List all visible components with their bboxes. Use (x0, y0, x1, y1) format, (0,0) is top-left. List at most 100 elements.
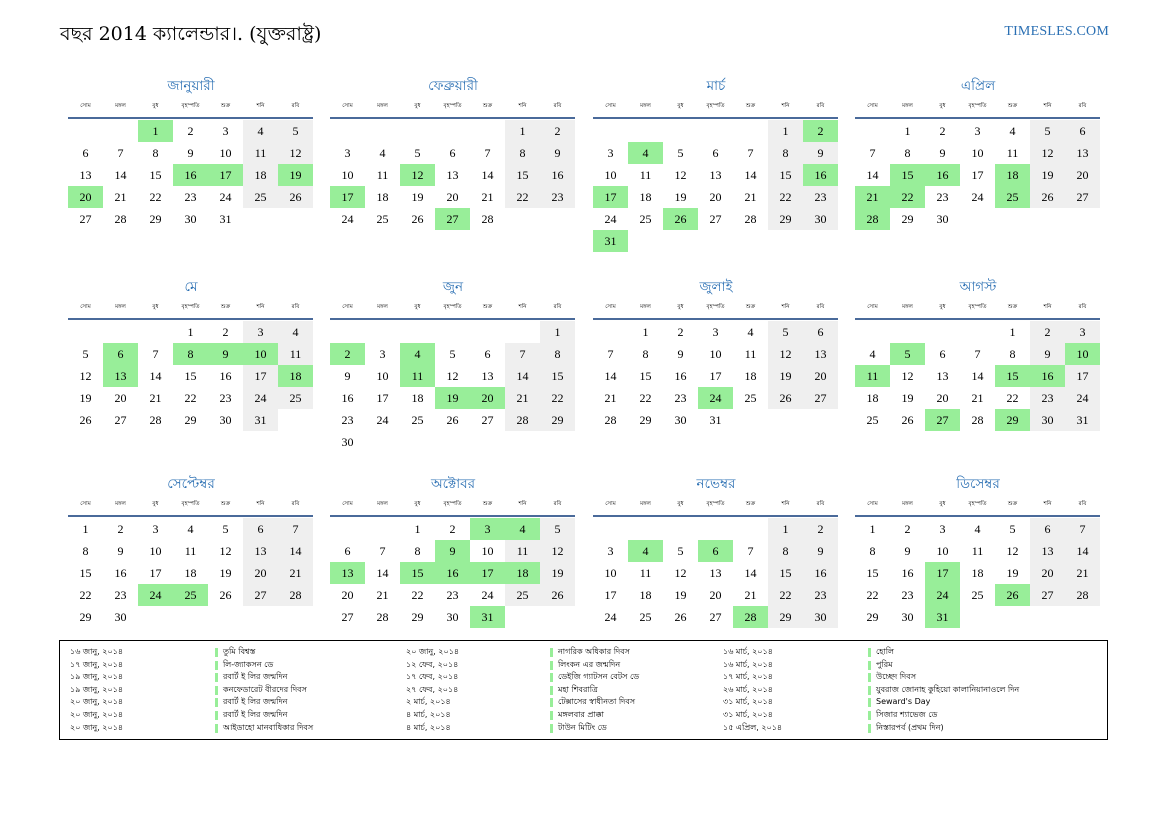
day-cell: 4 (869, 347, 876, 361)
weekday-label: সোম (605, 304, 616, 310)
holiday-marker (215, 698, 218, 708)
weekday-label: রবি (1078, 501, 1087, 507)
holiday-day-cell: 16 (925, 164, 960, 186)
day-cell: 21 (481, 190, 494, 204)
day-cell: 1 (414, 522, 421, 536)
day-cell: 31 (243, 409, 278, 431)
day-cell: 18 (411, 391, 424, 405)
day-cell: 16 (219, 369, 232, 383)
weekday-label: মঙ্গল (902, 304, 913, 310)
month-name: জুন (442, 279, 464, 295)
day-cell: 7 (379, 544, 386, 558)
holiday-day-cell: 10 (1065, 343, 1100, 365)
day-cell: 8 (505, 142, 540, 164)
day-cell: 9 (117, 544, 124, 558)
holiday-day-cell: 10 (243, 343, 278, 365)
holiday-day-cell: 24 (925, 584, 960, 606)
holiday-name: লি-জ্যাকসন ডে (223, 659, 274, 669)
day-cell: 20 (803, 365, 838, 387)
day-cell: 2 (117, 522, 124, 536)
day-cell: 15 (768, 562, 803, 584)
day-cell: 2 (939, 124, 946, 138)
day-cell: 11 (505, 540, 540, 562)
day-cell: 16 (803, 562, 838, 584)
weekday-label: বুধ (152, 304, 159, 310)
day-cell: 6 (344, 544, 351, 558)
holiday-date: ২০ জানু, ২০১৪ (70, 722, 124, 732)
day-cell: 25 (376, 212, 389, 226)
holiday-day-cell: 28 (733, 606, 768, 628)
day-cell: 18 (376, 190, 389, 204)
holiday-day-cell: 15 (400, 562, 435, 584)
weekday-label: রবি (816, 501, 825, 507)
day-cell: 1 (869, 522, 876, 536)
weekday-label: মঙ্গল (640, 304, 651, 310)
day-cell: 20 (446, 190, 459, 204)
day-cell: 17 (604, 588, 617, 602)
day-cell: 22 (768, 186, 803, 208)
day-cell: 10 (709, 347, 722, 361)
day-cell: 3 (152, 522, 159, 536)
holiday-date: ১৬ জানু, ২০১৪ (70, 647, 124, 656)
day-cell: 29 (79, 610, 92, 624)
day-cell: 17 (376, 391, 389, 405)
day-cell: 25 (866, 413, 879, 427)
day-cell: 3 (712, 325, 719, 339)
day-cell: 8 (768, 142, 803, 164)
month-name: ডিসেম্বর (956, 476, 1000, 492)
holiday-marker (868, 648, 871, 657)
day-cell: 18 (184, 566, 197, 580)
day-cell: 3 (222, 124, 229, 138)
day-cell: 12 (1030, 142, 1065, 164)
day-cell: 29 (639, 413, 652, 427)
day-cell: 20 (1065, 164, 1100, 186)
weekday-label: শনি (256, 103, 265, 109)
holiday-name: মহা শিবরাত্রি (558, 684, 598, 694)
day-cell: 8 (414, 544, 421, 558)
day-cell: 18 (639, 190, 652, 204)
day-cell: 22 (768, 584, 803, 606)
day-cell: 22 (639, 391, 652, 405)
day-cell: 14 (114, 168, 127, 182)
day-cell: 7 (152, 347, 159, 361)
day-cell: 3 (379, 347, 386, 361)
day-cell: 3 (607, 544, 614, 558)
weekday-label: শনি (256, 501, 265, 507)
day-cell: 18 (639, 588, 652, 602)
weekday-label: মঙ্গল (377, 501, 388, 507)
day-cell: 16 (674, 369, 687, 383)
month-header-rule (593, 318, 838, 320)
day-cell: 2 (904, 522, 911, 536)
day-cell: 29 (901, 212, 914, 226)
day-cell: 13 (79, 168, 92, 182)
day-cell: 3 (607, 146, 614, 160)
day-cell: 15 (866, 566, 879, 580)
weekday-label: রবি (291, 103, 300, 109)
weekday-label: বুধ (152, 103, 159, 109)
weekday-label: রবি (1078, 304, 1087, 310)
holiday-name: টাউন মিটিং ডে (558, 722, 607, 732)
holiday-name: মঙ্গলবার প্রাক্কা (558, 710, 604, 719)
day-cell: 16 (901, 566, 914, 580)
day-cell: 24 (481, 588, 494, 602)
weekday-label: শুক্র (1007, 501, 1018, 507)
day-cell: 29 (540, 409, 575, 431)
day-cell: 7 (117, 146, 124, 160)
site-brand[interactable]: TIMESLES.COM (1004, 24, 1109, 39)
day-cell: 27 (481, 413, 494, 427)
day-cell: 26 (901, 413, 914, 427)
day-cell: 6 (449, 146, 456, 160)
weekday-label: বৃহস্পতি (706, 501, 725, 507)
month-name: ফেব্রুয়ারী (428, 78, 478, 94)
weekday-label: সোম (342, 103, 353, 109)
holiday-name: সিজার শ্যাভেজ ডে (876, 710, 938, 719)
day-cell: 28 (278, 584, 313, 606)
holiday-day-cell: 19 (278, 164, 313, 186)
holiday-marker (215, 685, 218, 695)
day-cell: 13 (709, 566, 722, 580)
weekday-label: শনি (256, 304, 265, 310)
day-cell: 5 (1009, 522, 1016, 536)
day-cell: 5 (1030, 120, 1065, 142)
day-cell: 26 (674, 610, 687, 624)
day-cell: 10 (604, 168, 617, 182)
